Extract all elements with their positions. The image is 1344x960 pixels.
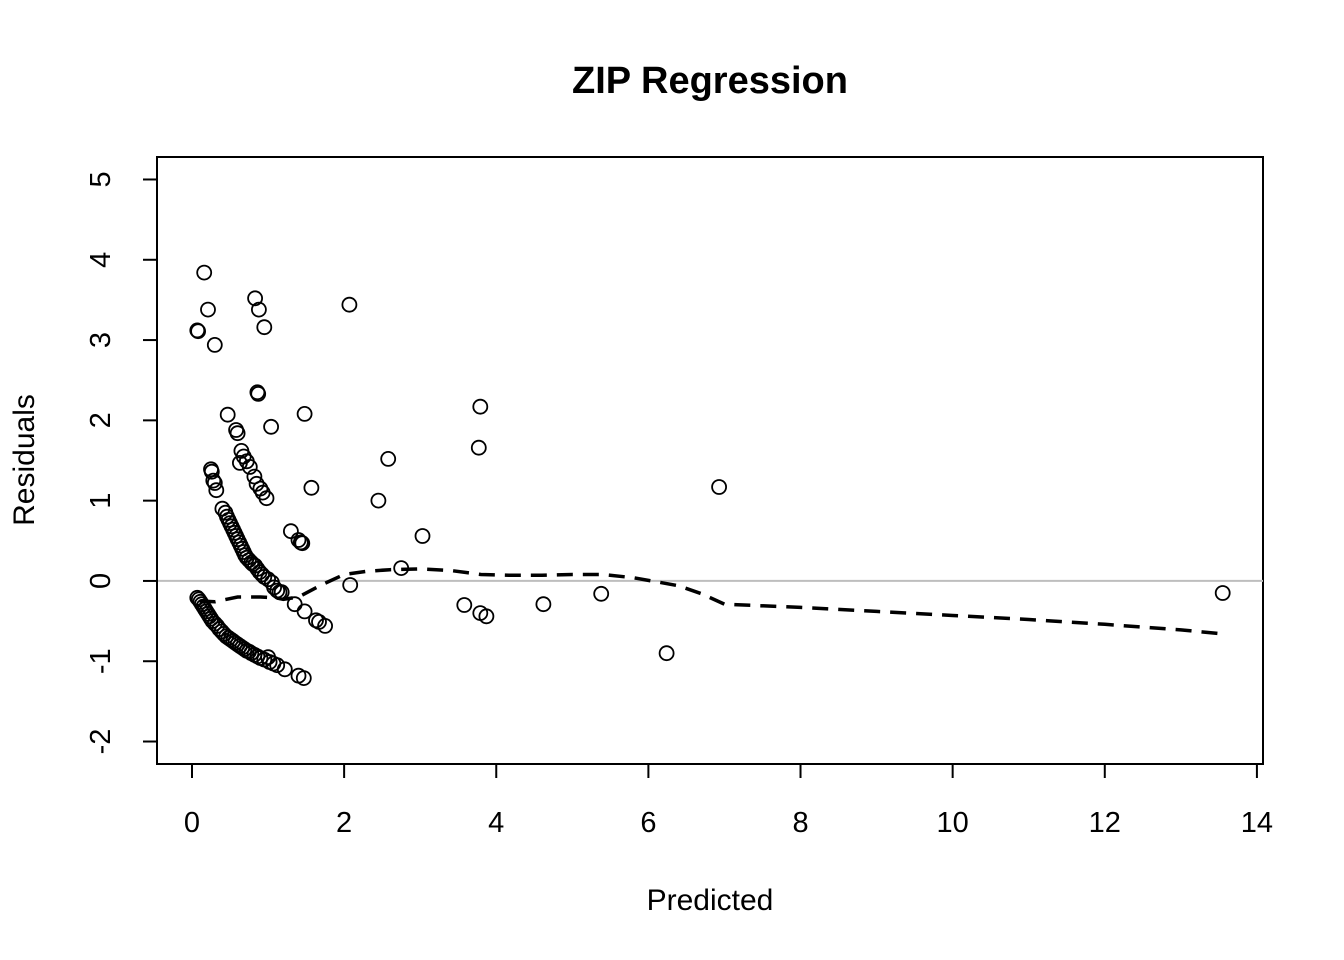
- residual-point: [282, 523, 299, 540]
- x-tick-label: 14: [1241, 807, 1273, 839]
- residual-point: [247, 290, 264, 307]
- y-tick-label: 5: [85, 171, 117, 187]
- residual-point: [229, 425, 246, 442]
- residual-point: [206, 475, 223, 491]
- residual-point: [205, 472, 222, 489]
- x-tick-label: 6: [640, 807, 656, 839]
- residual-point: [290, 532, 307, 548]
- residual-point: [196, 264, 213, 281]
- residual-point: [296, 405, 313, 422]
- residual-point: [190, 323, 207, 340]
- residual-point: [658, 645, 675, 662]
- plot-frame: [156, 156, 1264, 765]
- x-tick-label: 10: [937, 807, 969, 839]
- residual-point: [295, 670, 312, 686]
- residual-point: [380, 450, 397, 467]
- residual-point: [317, 618, 334, 634]
- y-tick-label: 4: [85, 252, 117, 268]
- residual-point: [200, 301, 216, 318]
- residual-point: [470, 439, 487, 456]
- residual-point: [241, 458, 258, 475]
- residual-point: [370, 492, 387, 509]
- x-tick-label: 8: [792, 807, 808, 839]
- residual-point: [258, 490, 275, 507]
- residual-point: [342, 577, 359, 593]
- y-tick-label: 2: [85, 412, 117, 428]
- residual-point: [456, 597, 473, 613]
- y-tick-label: -1: [85, 648, 117, 674]
- residual-point: [256, 319, 273, 336]
- residual-point: [208, 482, 225, 499]
- residual-point: [478, 608, 495, 625]
- residual-point: [263, 418, 280, 435]
- residual-point: [206, 336, 223, 353]
- y-tick-label: 3: [85, 332, 117, 348]
- residual-point: [472, 398, 489, 415]
- residual-point: [276, 661, 293, 678]
- residual-point: [341, 296, 358, 313]
- residual-point: [296, 603, 313, 620]
- residual-point: [393, 560, 410, 576]
- x-axis-label: Predicted: [647, 884, 774, 917]
- residual-point: [593, 585, 610, 602]
- chart-title: ZIP Regression: [572, 60, 848, 102]
- y-axis-label: Residuals: [8, 394, 41, 526]
- residual-point: [273, 584, 290, 601]
- residual-point: [269, 657, 286, 674]
- residual-point: [303, 479, 320, 496]
- residual-point: [535, 596, 552, 613]
- residual-point: [203, 463, 220, 480]
- residual-point: [286, 596, 303, 613]
- y-tick-label: -2: [85, 729, 117, 755]
- x-tick-label: 12: [1089, 807, 1121, 839]
- residual-point: [294, 535, 311, 552]
- residual-point: [219, 406, 236, 423]
- residual-point: [260, 571, 277, 588]
- y-tick-label: 0: [85, 573, 117, 589]
- x-tick-label: 4: [488, 807, 504, 839]
- y-tick-label: 1: [85, 493, 117, 509]
- residual-point: [1214, 585, 1231, 601]
- x-tick-label: 0: [184, 807, 200, 839]
- residual-point: [414, 528, 431, 544]
- x-tick-label: 2: [336, 807, 352, 839]
- residual-point: [711, 479, 727, 495]
- residual-point: [250, 301, 267, 318]
- residual-point: [266, 579, 283, 596]
- residual-point: [250, 385, 267, 402]
